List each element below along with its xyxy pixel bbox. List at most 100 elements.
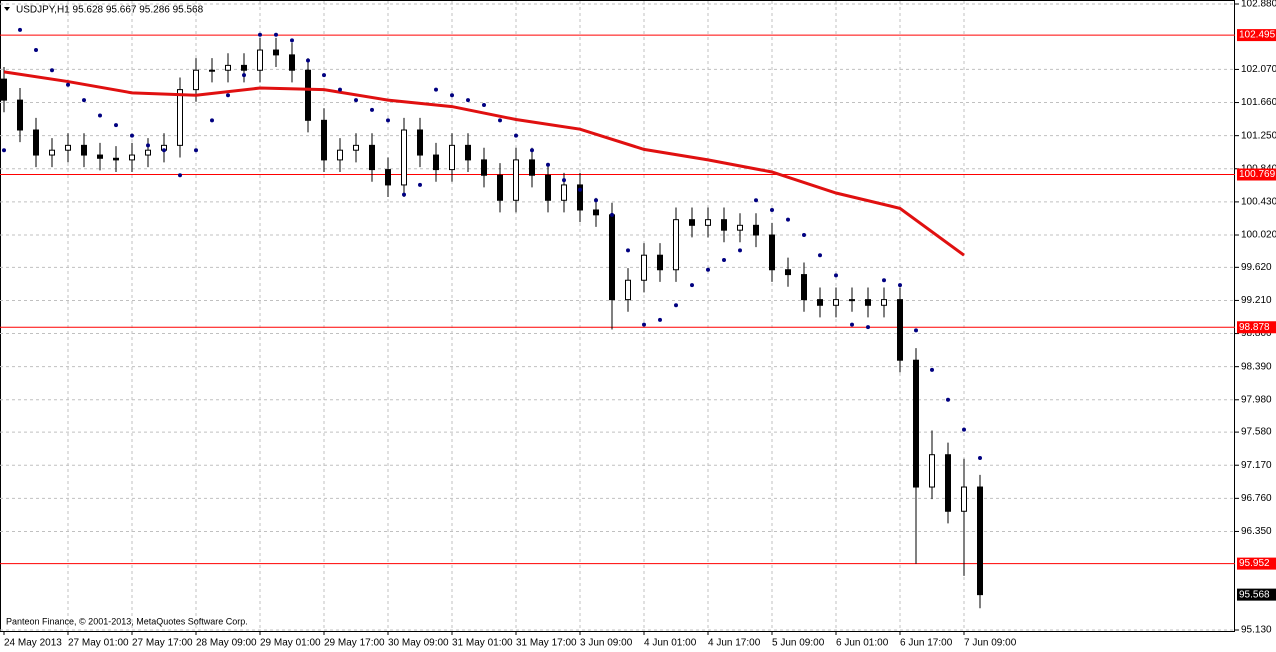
sar-dot (114, 123, 118, 128)
sar-dot (466, 98, 470, 103)
footer: Panteon Finance, © 2001-2013, MetaQuotes… (6, 616, 248, 626)
y-tick-label: 100.430 (1241, 197, 1276, 208)
sar-dot (290, 38, 294, 43)
sar-dot (386, 118, 390, 123)
candle-body (641, 254, 647, 281)
sar-dot (258, 32, 262, 37)
candle-body (17, 99, 23, 131)
sar-dot (770, 207, 774, 212)
sar-dot (178, 173, 182, 178)
candle-body (65, 144, 71, 151)
candle-body (721, 219, 727, 231)
candle-body (209, 69, 215, 72)
x-tick-label: 31 May 17:00 (516, 638, 577, 649)
plot-frame (0, 0, 1235, 632)
y-tick-label: 101.660 (1241, 97, 1276, 108)
candle-body (705, 219, 711, 226)
candle-body (945, 454, 951, 512)
sar-dot (930, 367, 934, 372)
sar-dot (610, 212, 614, 217)
sar-dot (546, 162, 550, 167)
sar-dot (626, 248, 630, 253)
candle-body (145, 149, 151, 156)
candle-body (593, 209, 599, 216)
sar-dot (898, 283, 902, 288)
level-label-bg (1237, 321, 1276, 334)
candle-body (257, 49, 263, 71)
sar-dot (866, 325, 870, 330)
candle-body (881, 299, 887, 306)
candle-body (913, 359, 919, 488)
sar-dot (50, 68, 54, 73)
candle-body (897, 299, 903, 361)
sar-dot (82, 98, 86, 103)
x-tick-label: 4 Jun 17:00 (708, 638, 761, 649)
x-tick-label: 27 May 01:00 (68, 638, 129, 649)
candle-body (961, 486, 967, 512)
sar-dot (834, 273, 838, 278)
candle-body (481, 159, 487, 176)
y-tick-label: 101.250 (1241, 130, 1276, 141)
sar-dot (306, 58, 310, 63)
candle-body (801, 274, 807, 301)
y-tick-label: 96.760 (1241, 493, 1272, 504)
x-tick-label: 28 May 09:00 (196, 638, 257, 649)
candle-body (225, 64, 231, 71)
y-tick-label: 98.390 (1241, 361, 1272, 372)
sar-dot (562, 178, 566, 183)
sar-dot (2, 148, 6, 153)
y-tick-label: 96.350 (1241, 526, 1272, 537)
y-tick-label: 97.580 (1241, 427, 1272, 438)
candle-body (545, 174, 551, 201)
candle-body (321, 119, 327, 161)
candle-body (289, 54, 295, 71)
x-tick-label: 6 Jun 01:00 (836, 638, 889, 649)
sar-dot (242, 73, 246, 78)
level-label: 102.495 (1239, 30, 1276, 41)
candle-body (177, 89, 183, 146)
sar-dot (578, 187, 582, 192)
sar-dot (18, 27, 22, 32)
level-label-bg (1237, 29, 1276, 42)
sar-dot (882, 278, 886, 283)
y-tick-label: 100.020 (1241, 230, 1276, 241)
candle-body (193, 69, 199, 91)
candle-body (657, 254, 663, 271)
price-label-bg (1237, 588, 1276, 601)
candle-body (417, 129, 423, 156)
x-tick-label: 3 Jun 09:00 (580, 638, 633, 649)
candle-body (33, 129, 39, 156)
sar-dot (338, 87, 342, 92)
candle-body (241, 64, 247, 71)
candle-body (833, 299, 839, 306)
candle-body (929, 454, 935, 488)
level-label: 95.952 (1239, 558, 1270, 569)
candle-body (1, 78, 7, 101)
x-tick-label: 27 May 17:00 (132, 638, 193, 649)
candle-body (769, 234, 775, 271)
candle-body (625, 279, 631, 301)
sar-dot (914, 328, 918, 333)
sar-dot (354, 98, 358, 103)
candle-body (449, 144, 455, 171)
sar-dot (434, 87, 438, 92)
sar-dot (722, 258, 726, 263)
sar-dot (482, 102, 486, 107)
y-tick-label: 102.070 (1241, 64, 1276, 75)
price-label: 95.568 (1239, 589, 1270, 600)
sar-dot (370, 107, 374, 112)
x-tick-label: 24 May 2013 (4, 638, 62, 649)
x-tick-label: 4 Jun 01:00 (644, 638, 697, 649)
sar-dot (658, 317, 662, 322)
candle-body (305, 69, 311, 121)
sar-dot (210, 118, 214, 123)
sar-dot (418, 182, 422, 187)
candle-body (609, 214, 615, 301)
sar-dot (978, 455, 982, 460)
y-tick-label: 97.170 (1241, 460, 1272, 471)
sar-dot (514, 133, 518, 138)
level-label-bg (1237, 557, 1276, 570)
sar-dot (674, 303, 678, 308)
sar-dot (962, 427, 966, 432)
